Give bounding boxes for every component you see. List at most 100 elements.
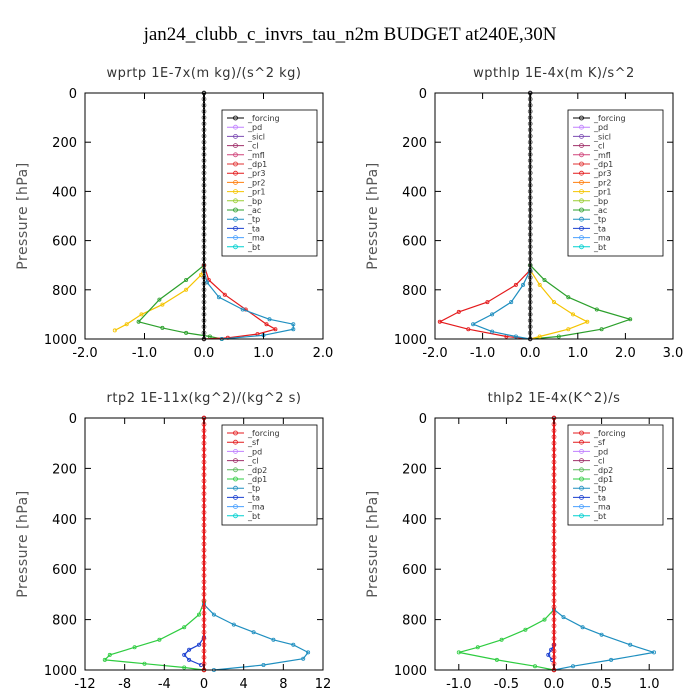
legend-entry: _ac	[247, 206, 261, 215]
legend-entry: _ac	[593, 206, 607, 215]
zero-line-marker	[201, 484, 207, 490]
zero-line-marker	[201, 133, 207, 139]
legend-entry: _ta	[247, 493, 260, 502]
y-tick-label: 600	[402, 563, 427, 578]
panel-wpthlp: wpthlp 1E-4x(m K)/s^2 Pressure [hPa] -2.0 -…	[365, 66, 683, 361]
data-point	[112, 328, 117, 333]
legend-marker	[579, 124, 584, 130]
legend-entry: _pr3	[247, 169, 265, 178]
legend-entry: _ta	[247, 224, 260, 233]
zero-line-marker	[551, 547, 557, 553]
data-point	[580, 625, 585, 630]
y-tick-label: 800	[402, 284, 427, 299]
zero-line-marker	[551, 560, 557, 566]
legend-entry: _tp	[247, 215, 260, 224]
zero-line-marker	[551, 554, 557, 559]
zero-line-marker	[201, 158, 207, 163]
zero-line-marker	[527, 299, 533, 305]
zero-line-marker	[201, 207, 207, 213]
data-point	[182, 665, 187, 670]
legend-marker	[579, 244, 584, 250]
zero-line-marker	[527, 275, 533, 280]
zero-line-marker	[201, 219, 207, 225]
zero-line-marker	[551, 592, 557, 597]
zero-line-marker	[201, 566, 207, 572]
zero-line-marker	[201, 535, 207, 541]
legend-entry: _sicl	[593, 132, 611, 141]
data-point	[291, 327, 296, 332]
zero-line-marker	[551, 472, 557, 478]
zero-line-marker	[527, 127, 533, 133]
zero-line-marker	[527, 293, 533, 299]
legend-marker	[233, 439, 238, 445]
zero-line-marker	[527, 170, 533, 176]
legend-marker	[579, 152, 584, 158]
data-point	[264, 322, 269, 327]
legend-entry: _pd	[247, 447, 262, 456]
data-point	[571, 312, 576, 317]
data-point	[628, 317, 633, 322]
panel-title: wprtp 1E-7x(m kg)/(s^2 kg)	[107, 66, 302, 81]
zero-line-marker	[201, 453, 207, 459]
series-line-_ac	[529, 93, 633, 340]
legend-marker	[579, 225, 584, 231]
zero-line-marker	[201, 491, 207, 496]
zero-line-marker	[551, 491, 557, 496]
zero-line-marker	[201, 324, 207, 330]
zero-line-marker	[551, 510, 557, 515]
zero-line-marker	[201, 617, 207, 622]
zero-line-marker	[527, 189, 533, 194]
zero-line-marker	[527, 232, 533, 237]
panel-thlp2: thlp2 1E-4x(K^2)/s Pressure [hPa] -1.0 -0.5…	[365, 391, 674, 692]
x-tick-label: -8	[118, 677, 131, 692]
zero-line-marker	[527, 109, 533, 114]
data-point	[628, 642, 633, 647]
data-point	[537, 334, 542, 339]
legend-marker	[233, 485, 238, 491]
data-point	[456, 650, 461, 655]
data-point	[301, 656, 306, 661]
data-point	[271, 637, 276, 642]
figure-title: jan24_clubb_c_invrs_tau_n2m BUDGET at240…	[143, 24, 557, 45]
data-point	[533, 664, 538, 669]
zero-line-marker	[527, 164, 533, 170]
zero-line-marker	[201, 604, 207, 610]
y-tick-label: 800	[402, 614, 427, 629]
zero-line-marker	[551, 617, 557, 622]
legend-entry: _forcing	[247, 429, 280, 438]
zero-line-marker	[551, 573, 557, 578]
zero-line-marker	[551, 648, 557, 654]
zero-line-marker	[551, 585, 557, 591]
data-point	[571, 664, 576, 669]
data-point	[240, 307, 245, 312]
legend-marker	[579, 494, 584, 500]
data-point	[306, 650, 311, 655]
zero-line-marker	[527, 256, 533, 262]
legend-marker	[233, 244, 238, 250]
zero-line-marker	[527, 182, 533, 188]
zero-line-marker	[201, 139, 207, 145]
x-tick-label: 1.0	[567, 346, 588, 361]
zero-line-marker	[201, 592, 207, 597]
legend-entry: _sicl	[247, 132, 265, 141]
data-point	[566, 295, 571, 300]
legend-marker	[579, 133, 584, 139]
legend-marker	[233, 133, 238, 139]
legend-marker	[579, 170, 584, 176]
legend-entry: _tp	[247, 484, 260, 493]
legend-entry: _ta	[593, 493, 606, 502]
legend-entry: _ma	[593, 234, 611, 243]
zero-line-marker	[201, 522, 207, 528]
zero-line-marker	[201, 459, 207, 465]
legend-entry: _dp1	[247, 475, 267, 484]
zero-line-marker	[551, 447, 557, 452]
legend-entry: _forcing	[593, 429, 626, 438]
series-line-_ac	[137, 93, 222, 340]
y-tick-label: 800	[52, 284, 77, 299]
data-point	[485, 300, 490, 305]
zero-line-marker	[201, 250, 207, 256]
zero-line-marker	[201, 115, 207, 120]
zero-line-marker	[551, 516, 557, 522]
data-point	[157, 297, 162, 302]
